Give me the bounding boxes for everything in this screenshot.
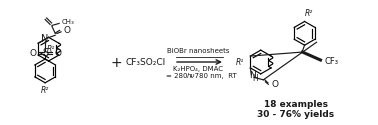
Text: O: O [29, 49, 36, 58]
Text: = 280 - 780 nm,  RT: = 280 - 780 nm, RT [166, 73, 237, 79]
Text: CH₃: CH₃ [62, 20, 75, 26]
Text: R²: R² [41, 86, 49, 95]
Text: 30 - 76% yields: 30 - 76% yields [257, 110, 334, 119]
Text: 18 examples: 18 examples [263, 100, 328, 109]
Text: R²: R² [304, 8, 313, 18]
Text: O: O [54, 49, 61, 58]
Text: hν: hν [186, 73, 195, 79]
Text: O: O [271, 80, 278, 89]
Text: O: O [64, 26, 71, 35]
Text: R¹: R¹ [46, 45, 55, 54]
Text: S: S [42, 48, 48, 58]
Text: BiOBr nanosheets: BiOBr nanosheets [167, 48, 230, 54]
Text: H: H [253, 74, 258, 83]
Text: R¹: R¹ [235, 58, 244, 66]
Text: +: + [110, 56, 122, 70]
Text: N: N [249, 71, 256, 80]
Text: CF₃SO₂Cl: CF₃SO₂Cl [125, 58, 165, 66]
Text: K₂HPO₄, DMAC: K₂HPO₄, DMAC [174, 66, 223, 72]
Text: N: N [42, 34, 49, 44]
Text: CF₃: CF₃ [324, 56, 339, 66]
